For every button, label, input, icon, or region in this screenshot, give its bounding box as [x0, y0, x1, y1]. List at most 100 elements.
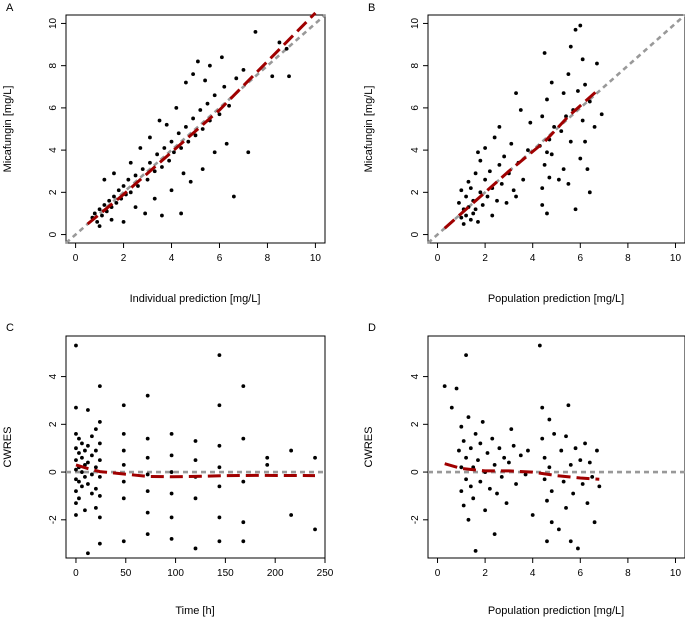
data-point [595, 61, 599, 66]
x-tick-label: 10 [670, 568, 682, 579]
data-point [545, 211, 549, 216]
plot-frame [65, 335, 326, 559]
data-point [77, 436, 81, 441]
data-point [468, 186, 473, 191]
data-point [459, 424, 464, 429]
y-tick-label: 0 [48, 231, 59, 237]
data-point [116, 188, 121, 193]
data-point [207, 63, 212, 68]
data-point [487, 486, 492, 491]
axis-ticks: 0 50 100 150 200 250 -2 0 2 4 [48, 373, 334, 579]
panel-label: A [6, 2, 14, 14]
data-point [246, 150, 251, 155]
data-point [80, 441, 84, 446]
y-axis-label: CWRES [2, 427, 14, 468]
y-tick-label: 10 [48, 17, 59, 29]
y-tick-label: -2 [48, 515, 59, 524]
data-point [222, 84, 227, 89]
data-point [253, 29, 258, 34]
y-tick-label: 10 [410, 17, 421, 29]
data-point [492, 463, 497, 467]
data-point [471, 211, 476, 216]
data-point [93, 465, 98, 470]
data-point [176, 131, 181, 136]
data-point [454, 386, 459, 391]
data-point [167, 158, 172, 163]
data-point [160, 165, 164, 169]
data-point [193, 496, 198, 501]
data-point [573, 446, 578, 451]
data-point [90, 472, 94, 477]
data-point [86, 408, 90, 412]
data-point [191, 72, 196, 77]
data-point [473, 548, 478, 553]
data-point [590, 474, 595, 479]
data-point [169, 491, 174, 496]
data-point [191, 116, 196, 121]
data-point [478, 441, 483, 446]
data-point [492, 135, 497, 140]
data-point [587, 190, 592, 195]
data-point [468, 217, 473, 222]
x-tick-label: 8 [625, 253, 631, 264]
data-point [490, 436, 495, 441]
data-point [504, 501, 509, 505]
data-point [152, 169, 157, 174]
data-point [193, 546, 198, 551]
data-point [476, 150, 480, 155]
data-point [595, 448, 599, 453]
data-point [499, 181, 504, 186]
data-point [464, 213, 468, 218]
data-point [80, 470, 84, 474]
y-tick-label: 8 [48, 62, 59, 68]
y-tick-label: 0 [48, 469, 59, 475]
data-point [459, 489, 464, 494]
data-point [476, 219, 480, 224]
data-point [518, 108, 523, 112]
data-point [313, 455, 317, 460]
y-axis-label: CWRES [363, 427, 375, 468]
data-point [74, 446, 78, 451]
data-point [241, 436, 246, 441]
data-point [549, 80, 554, 85]
data-point [578, 23, 583, 28]
data-point [561, 167, 566, 172]
data-point [461, 222, 466, 226]
data-point [265, 463, 270, 467]
data-point [74, 458, 78, 463]
x-tick-label: 10 [310, 253, 322, 264]
data-point [485, 194, 490, 199]
data-point [583, 139, 587, 144]
data-point [514, 482, 518, 486]
data-points [457, 23, 604, 226]
y-tick-label: 8 [410, 62, 421, 68]
data-point [485, 451, 490, 455]
data-point [174, 105, 179, 110]
data-point [468, 484, 473, 489]
data-point [497, 162, 502, 167]
data-point [80, 484, 84, 489]
y-tick-label: 2 [410, 421, 421, 427]
data-point [580, 57, 585, 62]
plot-frame [65, 14, 326, 244]
data-point [468, 446, 473, 451]
x-tick-label: 150 [217, 568, 234, 579]
data-point [478, 190, 483, 195]
data-point [585, 501, 590, 505]
data-point [487, 169, 492, 174]
data-point [566, 181, 571, 186]
panel-c: C 0 50 100 150 200 250 -2 0 2 4 Time [h] CWRES [2, 322, 334, 617]
data-point [100, 213, 104, 218]
data-point [148, 135, 152, 140]
data-point [212, 150, 217, 155]
data-point [136, 184, 140, 188]
panel-label: C [6, 322, 14, 334]
y-tick-label: -2 [410, 515, 421, 524]
x-axis-label: Individual prediction [mg/L] [130, 293, 261, 305]
data-point [217, 353, 222, 357]
plot-frame [427, 335, 685, 559]
data-point [157, 118, 162, 123]
data-point [97, 420, 102, 424]
data-point [93, 448, 98, 453]
